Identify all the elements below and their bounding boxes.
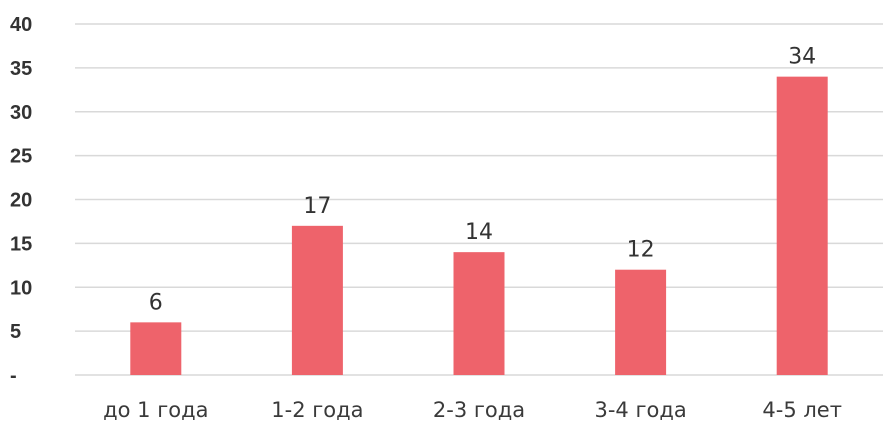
bar — [130, 322, 182, 375]
data-labels: 6 17 14 12 34 — [149, 45, 816, 316]
x-axis-categories: до 1 года 1-2 года 2-3 года 3-4 года 4-5 лет — [103, 398, 842, 422]
y-tick-label: - — [10, 365, 17, 387]
data-label: 17 — [303, 194, 331, 219]
bar — [615, 269, 667, 375]
y-tick-label: 25 — [10, 146, 32, 168]
y-tick-label: 5 — [10, 321, 21, 343]
x-category-label: 1-2 года — [271, 398, 363, 422]
x-category-label: до 1 года — [103, 398, 208, 422]
y-tick-label: 30 — [10, 102, 32, 124]
bar — [453, 252, 505, 375]
x-category-label: 3-4 года — [594, 398, 686, 422]
y-tick-label: 20 — [10, 190, 32, 212]
data-label: 6 — [149, 290, 163, 315]
y-tick-label: 15 — [10, 233, 32, 255]
data-label: 34 — [788, 45, 816, 70]
bars — [130, 76, 828, 376]
x-category-label: 4-5 лет — [762, 398, 842, 422]
y-tick-label: 10 — [10, 277, 32, 299]
y-tick-label: 35 — [10, 58, 32, 80]
y-tick-label: 40 — [10, 14, 32, 36]
y-axis-ticks: - 5 10 15 20 25 30 35 40 — [10, 14, 32, 387]
data-label: 14 — [465, 220, 493, 245]
x-category-label: 2-3 года — [433, 398, 525, 422]
bar — [776, 76, 828, 376]
gridlines — [75, 23, 883, 376]
bar — [291, 225, 343, 375]
data-label: 12 — [627, 238, 655, 263]
